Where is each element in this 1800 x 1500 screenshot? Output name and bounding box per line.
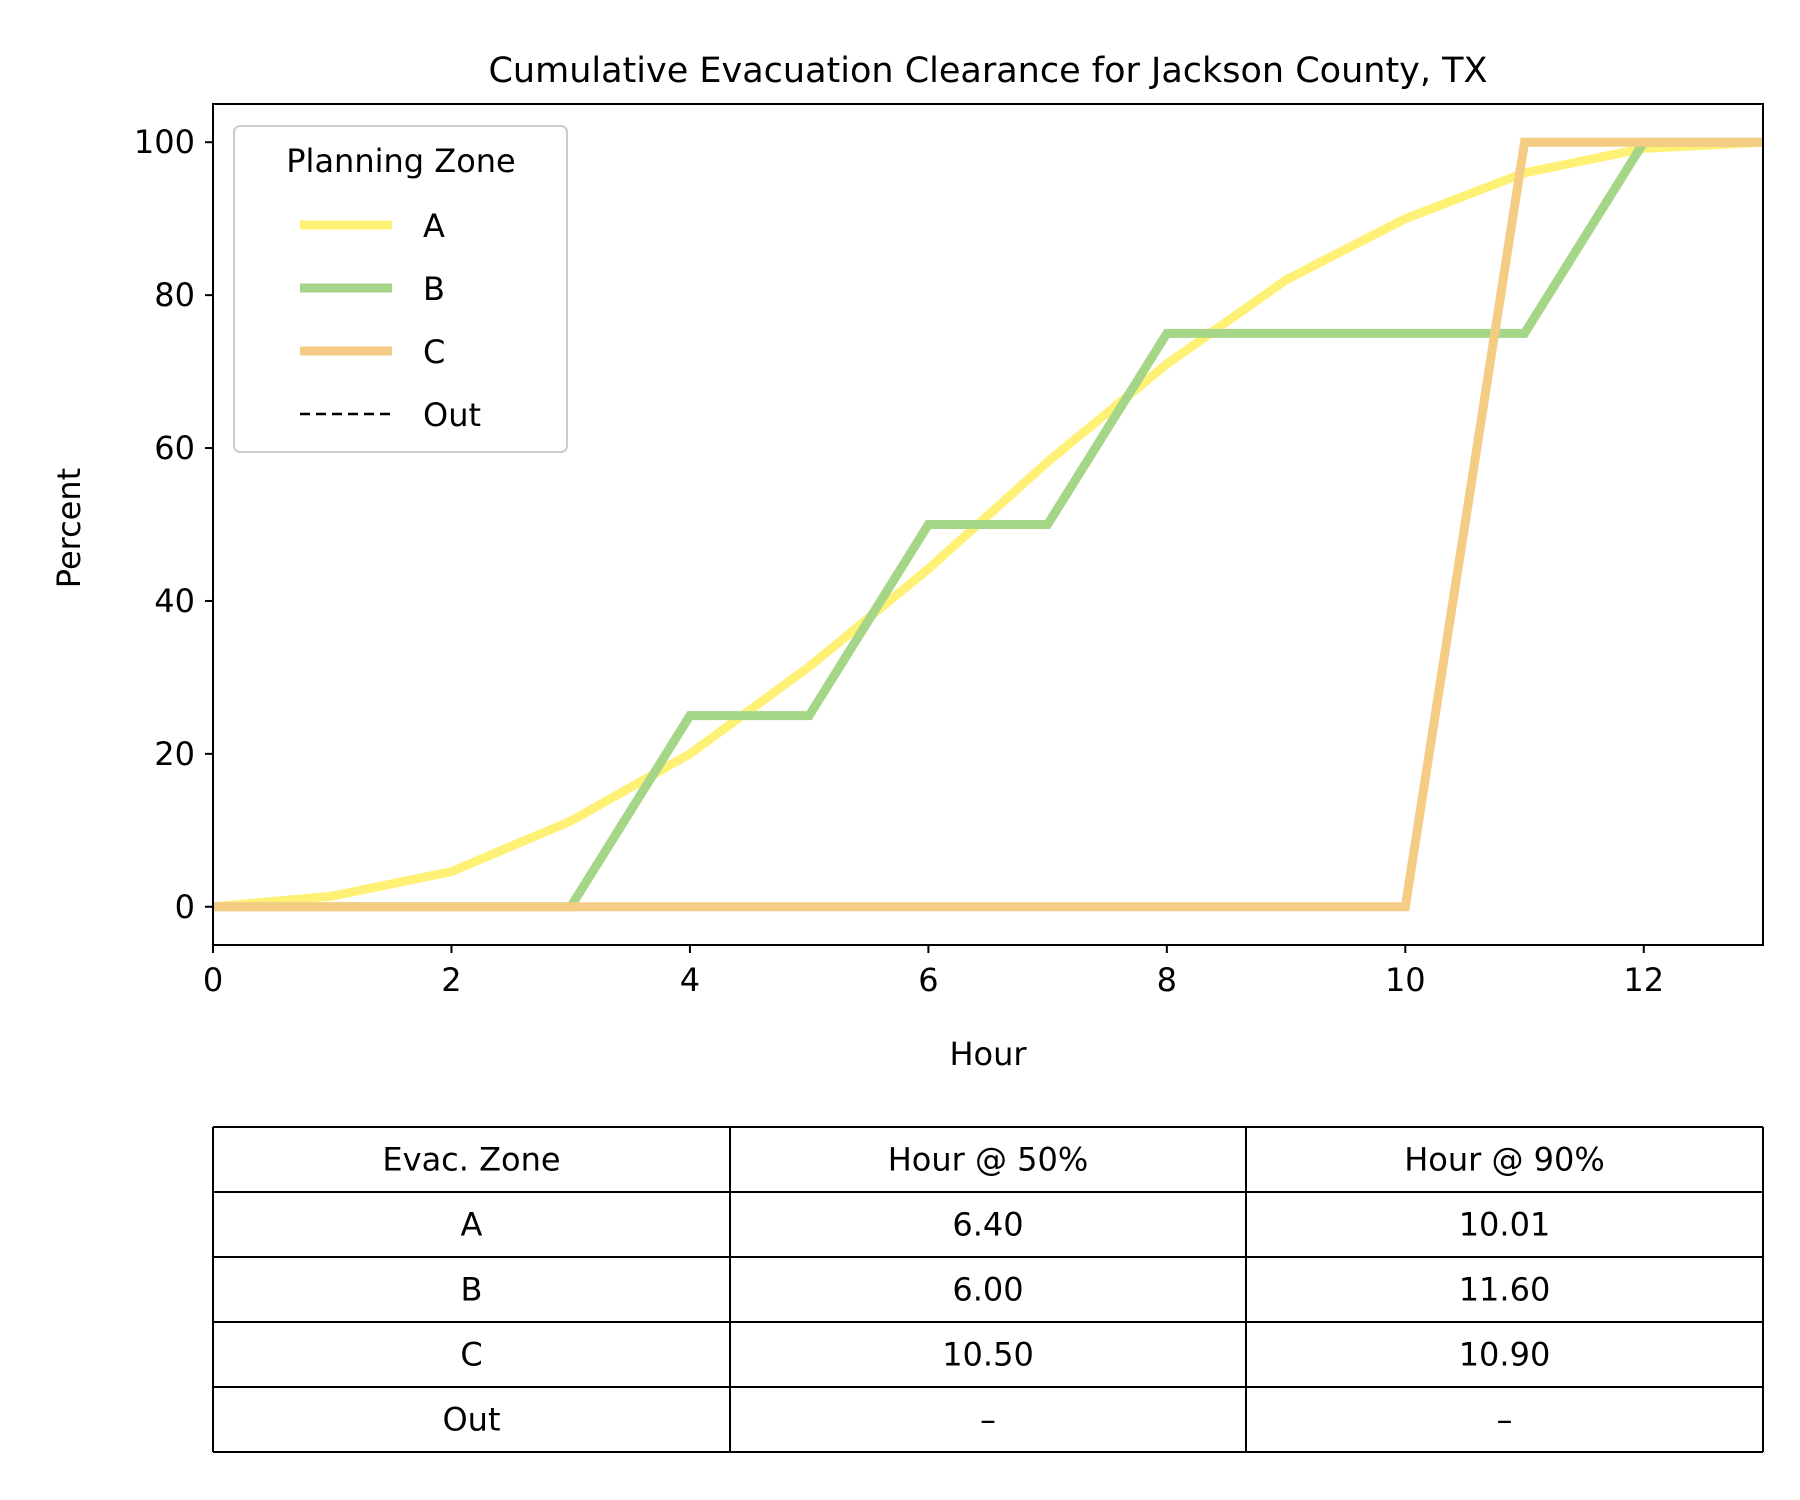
series-lines bbox=[213, 137, 1763, 912]
plot-frame bbox=[212, 103, 1764, 946]
y-tick-label: 20 bbox=[154, 735, 195, 773]
x-axis-label: Hour bbox=[949, 1035, 1027, 1073]
table-cell: B bbox=[461, 1271, 483, 1309]
x-tick-label: 2 bbox=[441, 961, 461, 999]
x-tick-label: 8 bbox=[1157, 961, 1177, 999]
table-cell: C bbox=[460, 1336, 482, 1374]
table-cell: 11.60 bbox=[1459, 1271, 1551, 1309]
y-axis: 0 20 40 60 80 100 bbox=[134, 123, 213, 926]
table-cell: – bbox=[980, 1401, 996, 1439]
table-header-cell: Hour @ 90% bbox=[1404, 1141, 1605, 1179]
table-cell: 6.00 bbox=[952, 1271, 1023, 1309]
y-tick-label: 40 bbox=[154, 582, 195, 620]
y-tick-label: 100 bbox=[134, 123, 195, 161]
table-cell: 10.01 bbox=[1459, 1206, 1551, 1244]
chart-title: Cumulative Evacuation Clearance for Jack… bbox=[488, 51, 1487, 91]
table-cell: 10.90 bbox=[1459, 1336, 1551, 1374]
x-tick-label: 10 bbox=[1385, 961, 1426, 999]
series-line-c bbox=[213, 137, 1763, 912]
summary-table: Evac. Zone Hour @ 50% Hour @ 90% A 6.40 10.01… bbox=[212, 1126, 1764, 1453]
table-header-cell: Hour @ 50% bbox=[888, 1141, 1089, 1179]
table-cell: A bbox=[461, 1206, 483, 1244]
legend-title: Planning Zone bbox=[286, 142, 515, 180]
x-tick-label: 6 bbox=[918, 961, 938, 999]
y-tick-label: 60 bbox=[154, 429, 195, 467]
series-line-a bbox=[213, 137, 1763, 912]
y-tick-label: 80 bbox=[154, 276, 195, 314]
legend-label-c: C bbox=[423, 333, 445, 371]
legend-label-out: Out bbox=[423, 396, 481, 434]
legend-box bbox=[233, 125, 568, 453]
legend-label-a: A bbox=[423, 207, 445, 245]
series-line-b bbox=[213, 137, 1763, 912]
x-tick-label: 0 bbox=[203, 961, 223, 999]
legend: Planning Zone ABC Out bbox=[233, 125, 568, 453]
table-cell: – bbox=[1497, 1401, 1513, 1439]
legend-label-b: B bbox=[423, 270, 445, 308]
x-axis: 0 2 4 6 8 10 12 bbox=[203, 945, 1664, 999]
x-tick-label: 4 bbox=[680, 961, 700, 999]
table-cell: 10.50 bbox=[942, 1336, 1034, 1374]
table-cell: Out bbox=[442, 1401, 500, 1439]
table-header-cell: Evac. Zone bbox=[382, 1141, 560, 1179]
x-tick-label: 12 bbox=[1623, 961, 1664, 999]
table-cell: 6.40 bbox=[952, 1206, 1023, 1244]
y-tick-label: 0 bbox=[175, 888, 195, 926]
y-axis-label: Percent bbox=[50, 468, 88, 588]
plot-area bbox=[212, 103, 1764, 946]
